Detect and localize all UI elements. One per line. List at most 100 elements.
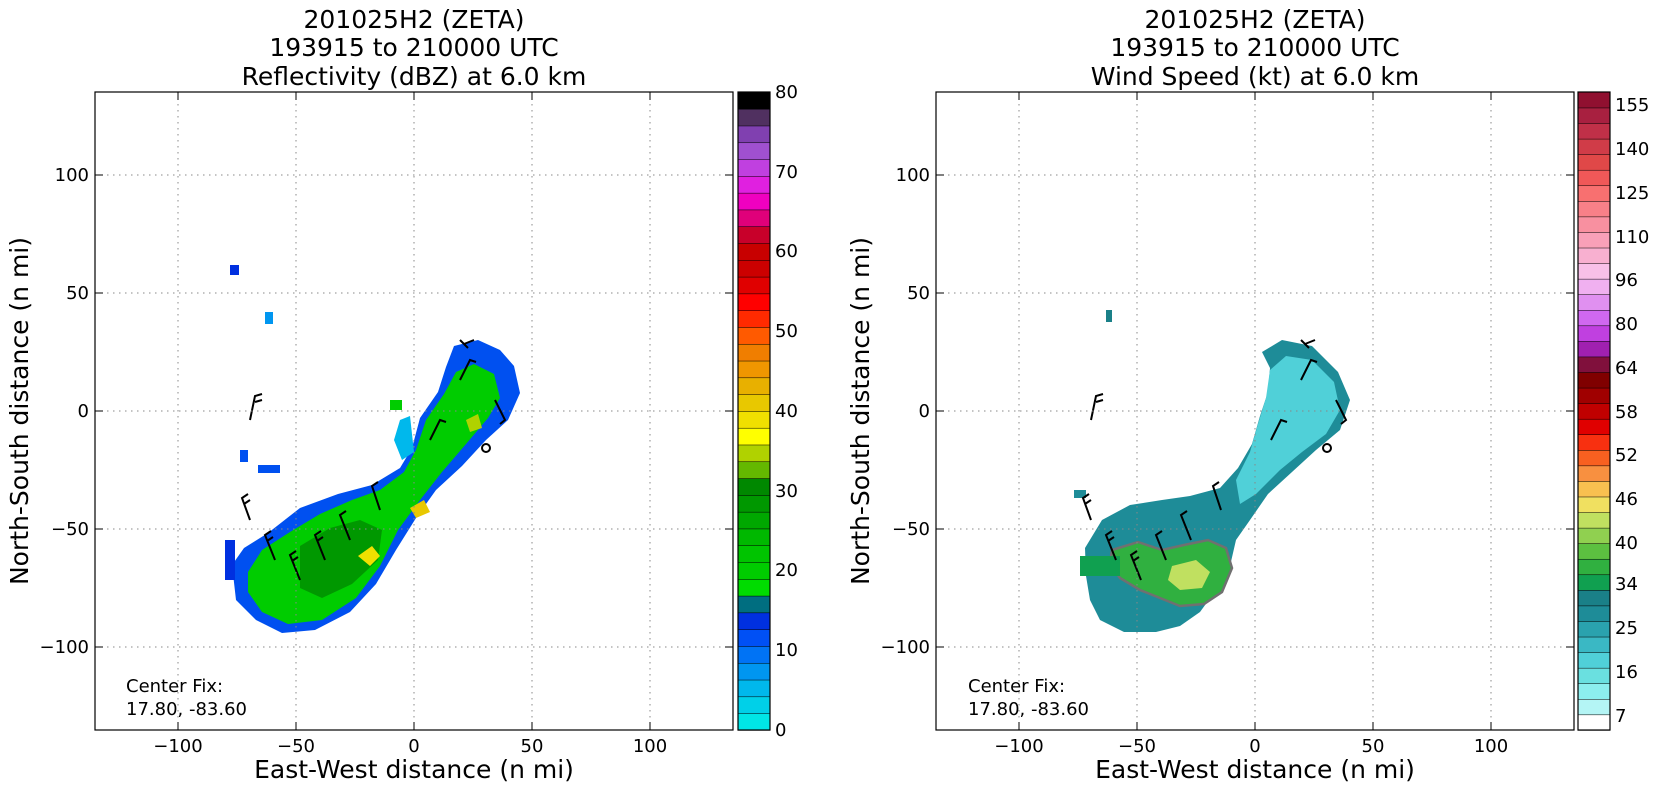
colorbar-swatch — [1577, 589, 1611, 607]
colorbar-label: 10 — [775, 640, 798, 661]
colorbar-label: 80 — [1615, 314, 1638, 335]
plot-area — [94, 91, 734, 731]
colorbar-labels: 7 16 25 34 40 46 52 58 64 80 96 110 125 … — [1615, 95, 1649, 727]
wind-barb — [338, 510, 351, 541]
colorbar-swatch — [1577, 309, 1611, 327]
x-tick-labels: −100 −50 0 50 100 — [153, 736, 667, 757]
x-tick-label: 100 — [1474, 736, 1508, 757]
colorbar-swatch — [1577, 91, 1611, 109]
colorbar-swatch — [1577, 418, 1611, 435]
y-tick-labels: 100 50 0 −50 −100 — [40, 165, 89, 658]
colorbar-swatch — [737, 427, 771, 446]
colorbar-swatch — [737, 226, 771, 244]
y-tick-label: 0 — [78, 401, 89, 422]
colorbar-swatch — [737, 595, 771, 614]
colorbar-label: 40 — [775, 401, 798, 422]
y-tick-label: −100 — [40, 637, 89, 658]
colorbar-swatch — [1577, 387, 1611, 404]
x-tick-label: −50 — [277, 736, 315, 757]
grid-lines — [95, 92, 733, 730]
colorbar-swatch — [1577, 402, 1611, 420]
colorbar-swatch — [1577, 496, 1611, 513]
colorbar-swatch — [1577, 620, 1611, 638]
storm-center-marker — [1322, 443, 1332, 453]
colorbar-swatch — [737, 125, 771, 144]
wind-barbs — [1081, 339, 1348, 581]
colorbar-swatch — [1577, 480, 1611, 498]
colorbar-label: 60 — [775, 241, 798, 262]
wind-barb — [249, 393, 263, 421]
x-tick-label: −50 — [1118, 736, 1156, 757]
colorbar: 0 10 20 30 40 50 60 70 80 — [737, 82, 798, 741]
y-tick-label: −50 — [892, 519, 930, 540]
colorbar-frame — [1577, 91, 1611, 731]
wind-barb — [459, 339, 475, 349]
wind-cell — [1106, 310, 1112, 322]
colorbar-swatch — [1577, 371, 1611, 389]
wind-field — [1074, 310, 1350, 632]
wind-barb — [370, 481, 381, 511]
echo-core — [358, 546, 380, 566]
colorbar-swatch — [737, 259, 771, 278]
colorbar-label: 40 — [1615, 533, 1638, 554]
echo-cell — [230, 265, 239, 275]
storm-center-marker — [481, 443, 491, 453]
echo-core-3 — [466, 414, 482, 432]
echo-core-2 — [410, 500, 430, 518]
colorbar-swatch — [737, 662, 771, 681]
x-tick-label: 100 — [633, 736, 667, 757]
colorbar-swatch — [737, 494, 771, 513]
colorbar-labels: 0 10 20 30 40 50 60 70 80 — [775, 82, 798, 741]
colorbar-swatch — [1577, 636, 1611, 653]
colorbar-swatch — [1577, 667, 1611, 684]
wind-barb — [1154, 530, 1167, 561]
chart-title-line-3: Wind Speed (kt) at 6.0 km — [1091, 62, 1419, 91]
y-tick-labels: 100 50 0 −50 −100 — [881, 165, 930, 658]
colorbar-swatch — [737, 377, 771, 395]
wind-barb — [459, 358, 477, 381]
colorbar-label: 16 — [1615, 662, 1638, 683]
y-tick-label: −100 — [881, 637, 930, 658]
colorbar-swatch — [737, 461, 771, 479]
colorbar-swatch — [737, 108, 771, 127]
colorbar-swatch — [1577, 651, 1611, 669]
colorbar-swatch — [1577, 543, 1611, 560]
colorbar-swatch — [737, 444, 771, 463]
colorbar-label: 7 — [1615, 706, 1626, 727]
colorbar-swatch — [1577, 247, 1611, 264]
colorbar-swatch — [737, 158, 771, 177]
colorbar-swatch — [737, 310, 771, 328]
colorbar-swatch — [1577, 465, 1611, 482]
wind-barb — [263, 530, 276, 561]
reflectivity-panel: 201025H2 (ZETA) 193915 to 210000 UTC Ref… — [5, 5, 798, 784]
center-fix-value: 17.80, -83.60 — [126, 699, 247, 720]
colorbar-swatch — [1577, 153, 1611, 171]
wind-barb — [1270, 418, 1288, 441]
wind-barb — [1129, 550, 1142, 581]
colorbar-label: 125 — [1615, 183, 1649, 204]
colorbar-swatch — [737, 679, 771, 698]
colorbar-swatch — [737, 645, 771, 664]
colorbar-swatches — [1577, 91, 1611, 731]
x-axis-label: East-West distance (n mi) — [254, 755, 574, 784]
wind-barb — [240, 493, 251, 521]
wind-barb — [429, 418, 447, 441]
x-axis-label: East-West distance (n mi) — [1095, 755, 1415, 784]
colorbar-swatch — [737, 192, 771, 211]
chart-title-line-1: 201025H2 (ZETA) — [1145, 5, 1366, 34]
y-tick-label: 100 — [55, 165, 89, 186]
colorbar-swatch — [1577, 294, 1611, 311]
colorbar-swatch — [737, 511, 771, 530]
colorbar-swatches — [737, 91, 771, 731]
colorbar-swatch — [737, 175, 771, 194]
colorbar-swatch — [737, 712, 771, 731]
wind-barb — [1300, 339, 1316, 349]
colorbar: 7 16 25 34 40 46 52 58 64 80 96 110 125 … — [1577, 91, 1649, 731]
colorbar-swatch — [1577, 262, 1611, 280]
colorbar-label: 0 — [775, 720, 786, 741]
wind-barb — [1211, 481, 1222, 511]
wind-barb — [494, 399, 507, 425]
colorbar-label: 96 — [1615, 270, 1638, 291]
wind-barb — [1300, 358, 1318, 381]
